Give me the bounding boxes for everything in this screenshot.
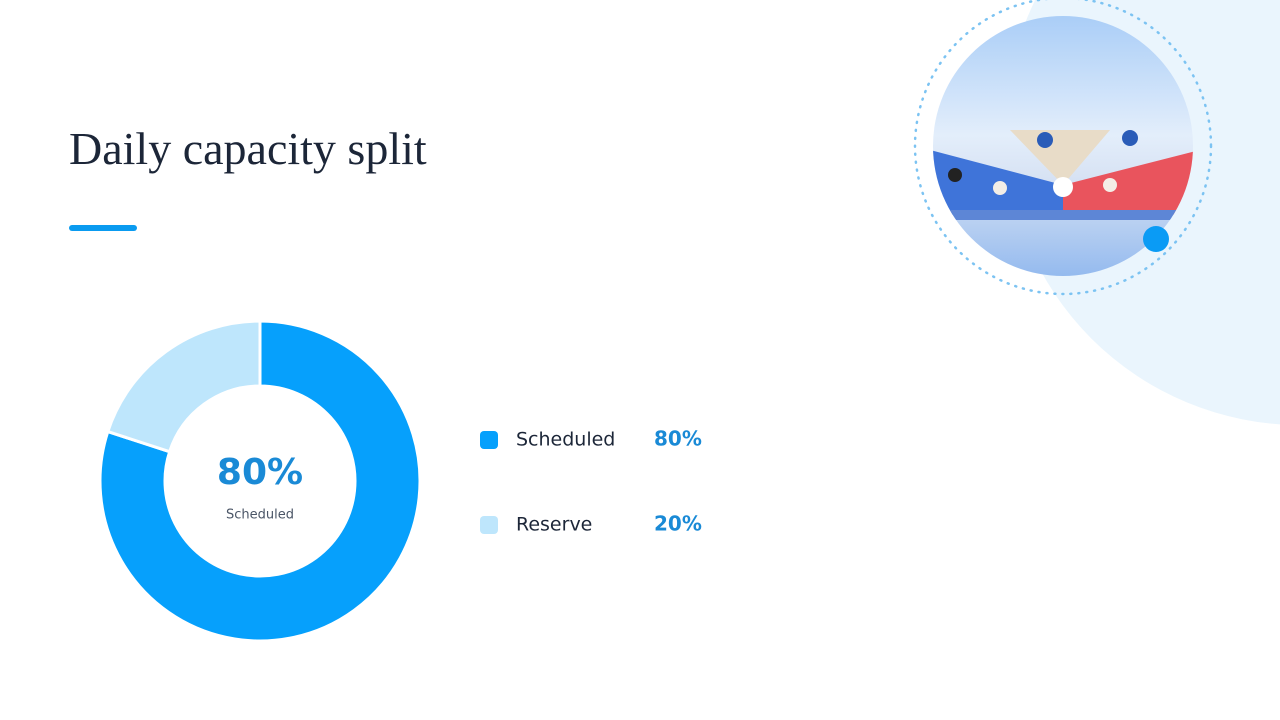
legend-swatch <box>480 431 498 449</box>
legend-label: Reserve <box>516 514 592 536</box>
center-label: Scheduled <box>226 508 294 523</box>
dotted-ring <box>913 0 1213 296</box>
legend: Scheduled 80% Reserve 20% <box>480 427 702 536</box>
center-value: 80% <box>217 452 303 493</box>
donut-segment <box>98 319 422 643</box>
legend-swatch <box>480 516 498 534</box>
donut-segment <box>106 319 262 454</box>
legend-value: 80% <box>654 427 702 451</box>
donut <box>98 319 422 643</box>
chart-title: Daily capacity split <box>69 123 427 174</box>
legend-value: 20% <box>654 512 702 536</box>
legend-label: Scheduled <box>516 429 615 451</box>
accent-dot <box>1143 226 1169 252</box>
title-underline <box>69 225 137 231</box>
